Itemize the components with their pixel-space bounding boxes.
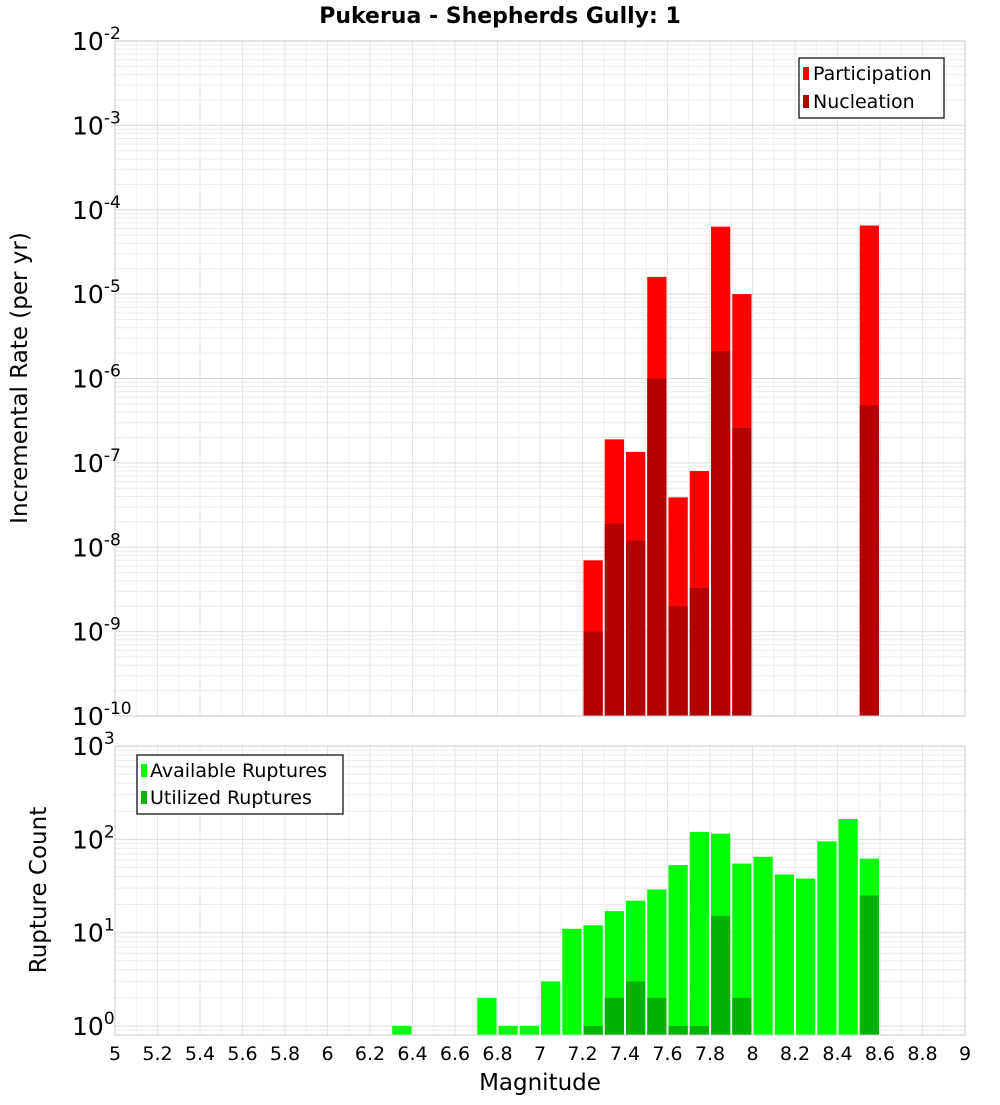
count-bar-utilized-ruptures: [583, 1025, 603, 1035]
rate-panel: 10-10 10-9 10-8 10-7 10-6 10-5 10-4 10-3 10-2 In…: [7, 24, 966, 731]
legend-swatch-nucleation: [803, 95, 809, 108]
x-tick-label: 7: [534, 1043, 546, 1065]
x-axis-label: Magnitude: [479, 1070, 601, 1096]
rate-y-tick-label: 10-8: [72, 530, 121, 562]
count-bar-available-ruptures: [541, 981, 561, 1035]
x-tick-label: 5.8: [270, 1043, 300, 1065]
count-bar-available-ruptures: [796, 878, 816, 1035]
rate-y-tick-labels: 10-10 10-9 10-8 10-7 10-6 10-5 10-4 10-3 10-2: [72, 24, 132, 731]
count-bar-available-ruptures: [817, 841, 837, 1035]
x-tick-label: 8.4: [822, 1043, 852, 1065]
x-tick-label: 6.4: [397, 1043, 427, 1065]
rate-bar-nucleation: [732, 427, 752, 716]
legend-swatch-available: [141, 764, 147, 777]
legend-label-participation: Participation: [813, 63, 932, 85]
count-bar-available-ruptures: [498, 1025, 518, 1035]
count-y-tick-label: 103: [72, 729, 115, 761]
legend-label-nucleation: Nucleation: [813, 91, 915, 113]
x-tick-label: 6.8: [482, 1043, 512, 1065]
count-legend-box: [136, 754, 344, 815]
rate-legend: Participation Nucleation: [798, 57, 945, 119]
count-bar-utilized-ruptures: [668, 1025, 688, 1035]
x-tick-label: 8.8: [907, 1043, 937, 1065]
x-tick-labels: 5 5.2 5.4 5.6 5.8 6 6.2 6.4 6.6 6.8 7 7.2 7.4 7.6 7.8 8…: [109, 1043, 971, 1065]
rate-bar-nucleation: [711, 351, 731, 716]
x-tick-label: 6: [321, 1043, 333, 1065]
count-bar-utilized-ruptures: [604, 997, 624, 1035]
count-gridlines: [114, 745, 966, 1036]
count-bar-utilized-ruptures: [689, 1025, 709, 1035]
count-bar-available-ruptures: [477, 997, 497, 1035]
count-bars: [392, 819, 879, 1035]
count-bar-utilized-ruptures: [626, 981, 646, 1035]
x-tick-label: 7.2: [567, 1043, 597, 1065]
count-panel: 100 101 102 103 5 5.2 5.4 5.6 5.8 6 6.2 6.4 6.6 6.8 7…: [26, 729, 971, 1096]
rate-bar-nucleation: [583, 631, 603, 716]
x-tick-label: 8.2: [780, 1043, 810, 1065]
x-tick-label: 6.6: [440, 1043, 470, 1065]
count-bar-available-ruptures: [732, 863, 752, 1035]
rate-plot-border: [114, 40, 966, 717]
x-tick-label: 5.4: [185, 1043, 215, 1065]
count-bar-available-ruptures: [562, 928, 582, 1035]
count-y-tick-label: 100: [72, 1009, 115, 1041]
x-tick-label: 5.6: [227, 1043, 257, 1065]
rate-bar-nucleation: [604, 523, 624, 716]
rate-y-axis-label: Incremental Rate (per yr): [7, 232, 33, 524]
legend-label-utilized: Utilized Ruptures: [150, 787, 312, 809]
rate-y-tick-label: 10-2: [72, 24, 121, 56]
count-bar-available-ruptures: [392, 1025, 412, 1035]
legend-label-available: Available Ruptures: [150, 760, 327, 782]
rate-y-tick-label: 10-5: [72, 277, 121, 309]
x-tick-label: 8.6: [865, 1043, 895, 1065]
count-bar-utilized-ruptures: [647, 997, 667, 1035]
rate-bar-nucleation: [689, 587, 709, 716]
count-bar-available-ruptures: [583, 925, 603, 1035]
count-y-tick-label: 102: [72, 822, 115, 854]
x-tick-label: 7.6: [652, 1043, 682, 1065]
count-bar-utilized-ruptures: [711, 916, 731, 1035]
count-y-axis-label: Rupture Count: [26, 807, 52, 973]
rate-y-tick-label: 10-9: [72, 615, 121, 647]
x-tick-label: 7.8: [695, 1043, 725, 1065]
rate-y-tick-label: 10-7: [72, 446, 121, 478]
chart-title: Pukerua - Shepherds Gully: 1: [319, 4, 681, 29]
rate-bar-nucleation: [647, 378, 667, 716]
count-bar-available-ruptures: [774, 874, 794, 1035]
rate-y-tick-label: 10-4: [72, 193, 121, 225]
x-tick-label: 6.2: [355, 1043, 385, 1065]
rate-bars: [583, 225, 879, 716]
count-bar-available-ruptures: [838, 819, 858, 1035]
legend-swatch-participation: [803, 67, 809, 80]
x-tick-label: 5: [109, 1043, 121, 1065]
rate-y-tick-label: 10-6: [72, 362, 121, 394]
count-bar-utilized-ruptures: [732, 997, 752, 1035]
count-plot-border: [114, 745, 966, 1036]
count-bar-available-ruptures: [519, 1025, 539, 1035]
rate-gridlines: [114, 40, 966, 717]
count-bar-available-ruptures: [668, 865, 688, 1035]
x-tick-label: 9: [959, 1043, 971, 1065]
rate-bar-nucleation: [668, 606, 688, 716]
count-bar-utilized-ruptures: [859, 895, 879, 1035]
x-tick-label: 7.4: [610, 1043, 640, 1065]
legend-swatch-utilized: [141, 791, 147, 804]
count-legend: Available Ruptures Utilized Ruptures: [136, 754, 344, 815]
count-bar-available-ruptures: [753, 856, 773, 1035]
count-bar-available-ruptures: [689, 831, 709, 1035]
rate-y-tick-label: 10-10: [72, 699, 132, 731]
rate-bar-nucleation: [859, 405, 879, 716]
count-y-tick-label: 101: [72, 916, 115, 948]
rate-legend-box: [798, 57, 945, 119]
rate-y-tick-label: 10-3: [72, 108, 121, 140]
rate-bar-nucleation: [626, 540, 646, 716]
x-tick-label: 5.2: [142, 1043, 172, 1065]
count-y-tick-labels: 100 101 102 103: [72, 729, 115, 1041]
x-tick-label: 8: [746, 1043, 758, 1065]
